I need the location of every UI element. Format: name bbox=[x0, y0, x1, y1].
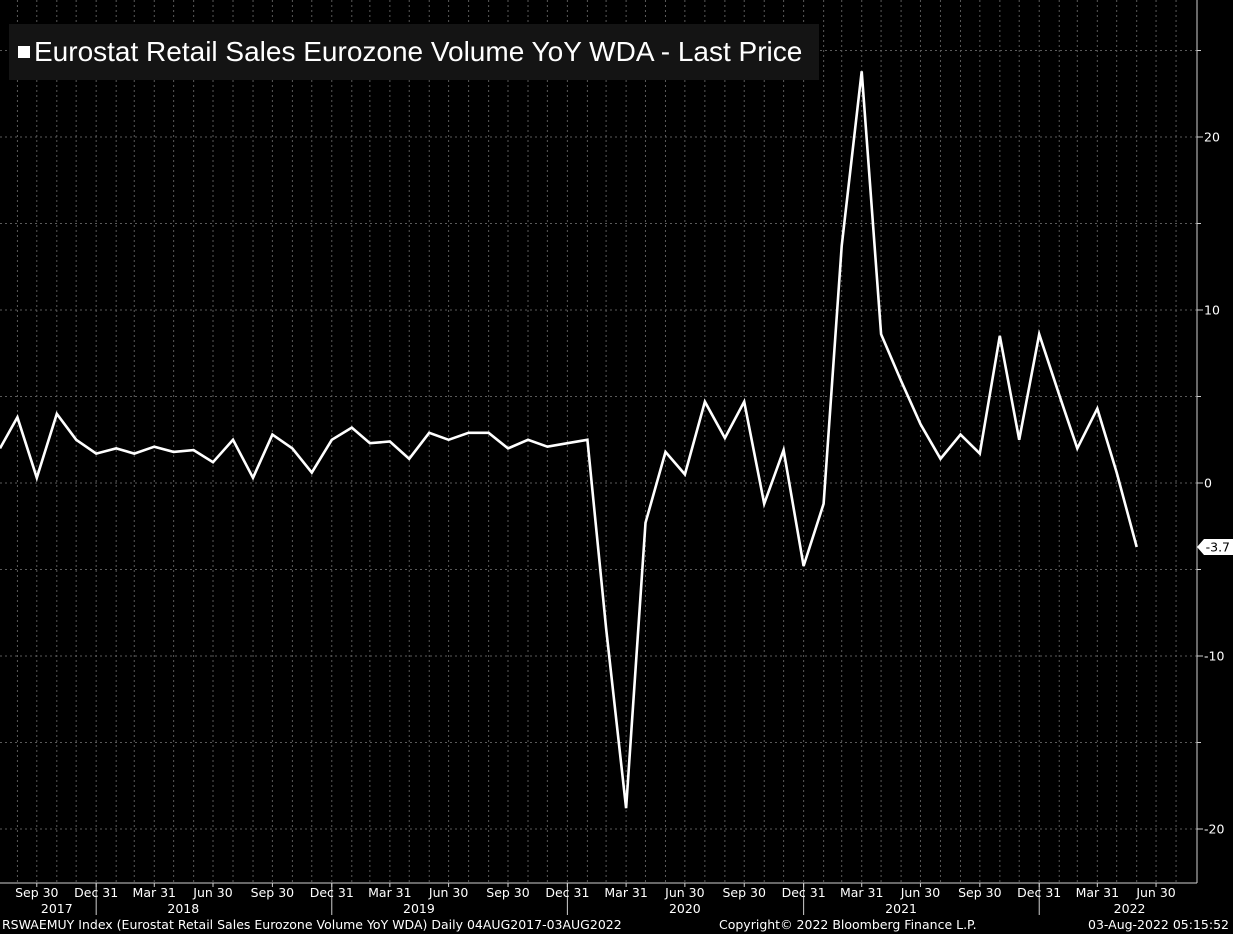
y-tick-label: 20 bbox=[1204, 130, 1220, 145]
grid-lines bbox=[0, 0, 1197, 883]
footer-timestamp: 03-Aug-2022 05:15:52 bbox=[1088, 917, 1229, 932]
x-tick-label: Dec 31 bbox=[545, 885, 589, 900]
y-tick-label: 0 bbox=[1204, 476, 1212, 491]
x-tick-label: Sep 30 bbox=[723, 885, 766, 900]
x-tick-label: Sep 30 bbox=[958, 885, 1001, 900]
x-tick-label: Sep 30 bbox=[486, 885, 529, 900]
x-tick-label: Jun 30 bbox=[192, 885, 232, 900]
x-tick-label: Dec 31 bbox=[782, 885, 826, 900]
last-value-label: -3.7 bbox=[1206, 540, 1230, 555]
x-tick-label: Mar 31 bbox=[840, 885, 883, 900]
legend-swatch bbox=[18, 46, 30, 58]
year-label: 2021 bbox=[885, 901, 917, 916]
x-tick-label: Mar 31 bbox=[368, 885, 411, 900]
year-label: 2022 bbox=[1114, 901, 1146, 916]
x-tick-label: Jun 30 bbox=[664, 885, 704, 900]
legend-label: Eurostat Retail Sales Eurozone Volume Yo… bbox=[34, 36, 803, 67]
last-value-marker bbox=[1197, 539, 1233, 556]
x-tick-label: Sep 30 bbox=[15, 885, 58, 900]
x-tick-label: Dec 31 bbox=[1017, 885, 1061, 900]
y-tick-label: -20 bbox=[1204, 822, 1224, 837]
x-tick-label: Sep 30 bbox=[251, 885, 294, 900]
series-layer bbox=[0, 71, 1138, 809]
x-tick-label: Jun 30 bbox=[900, 885, 940, 900]
legend: Eurostat Retail Sales Eurozone Volume Yo… bbox=[9, 24, 819, 80]
series-line bbox=[0, 71, 1138, 809]
x-tick-label: Dec 31 bbox=[310, 885, 354, 900]
y-tick-label: -10 bbox=[1204, 649, 1224, 664]
footer-index-info: RSWAEMUY Index (Eurostat Retail Sales Eu… bbox=[2, 917, 622, 932]
x-tick-label: Dec 31 bbox=[74, 885, 118, 900]
x-tick-label: Mar 31 bbox=[1076, 885, 1119, 900]
x-tick-label: Jun 30 bbox=[1135, 885, 1175, 900]
y-tick-label: 10 bbox=[1204, 303, 1220, 318]
year-label: 2017 bbox=[41, 901, 73, 916]
x-tick-label: Mar 31 bbox=[133, 885, 176, 900]
x-tick-label: Mar 31 bbox=[604, 885, 647, 900]
axis-labels: 20 10 0 -10 -20 Sep 30 Dec 31 Mar 31 Jun 30 Sep 3… bbox=[15, 130, 1233, 916]
x-tick-label: Jun 30 bbox=[428, 885, 468, 900]
footer-copyright: Copyright© 2022 Bloomberg Finance L.P. bbox=[719, 917, 977, 932]
year-label: 2018 bbox=[167, 901, 199, 916]
year-label: 2020 bbox=[669, 901, 701, 916]
axes bbox=[0, 0, 1203, 915]
year-label: 2019 bbox=[403, 901, 435, 916]
